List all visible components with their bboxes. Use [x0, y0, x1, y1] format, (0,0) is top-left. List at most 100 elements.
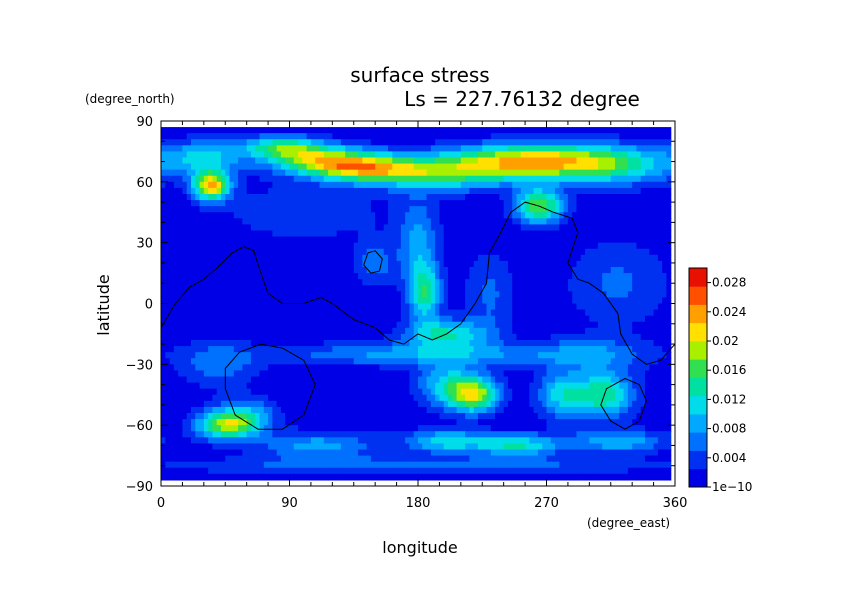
heatmap-cell [499, 340, 505, 347]
heatmap-cell [233, 200, 239, 207]
heatmap-cell [456, 315, 462, 323]
heatmap-cell [563, 315, 569, 323]
heatmap-cell [255, 333, 261, 341]
heatmap-cell [520, 352, 526, 359]
heatmap-cell [499, 218, 505, 226]
heatmap-cell [542, 346, 548, 353]
heatmap-cell [563, 139, 569, 146]
heatmap-cell [268, 303, 273, 311]
heatmap-cell [383, 303, 389, 311]
heatmap-cell [465, 151, 470, 159]
heatmap-cell [280, 327, 286, 335]
heatmap-cell [627, 145, 633, 153]
heatmap-cell [666, 291, 672, 299]
heatmap-cell [328, 273, 333, 280]
heatmap-cell [606, 352, 612, 359]
heatmap-cell [328, 315, 333, 323]
heatmap-cell [169, 230, 175, 238]
heatmap-cell [409, 315, 415, 323]
heatmap-cell [632, 291, 638, 299]
heatmap-cell [567, 352, 573, 359]
heatmap-cell [370, 230, 376, 238]
heatmap-cell [580, 285, 586, 292]
heatmap-cell [623, 187, 629, 195]
heatmap-cell [216, 279, 222, 286]
heatmap-cell [657, 364, 663, 372]
heatmap-cell [490, 133, 496, 140]
heatmap-cell [285, 260, 291, 268]
heatmap-cell [366, 200, 372, 207]
heatmap-cell [662, 254, 668, 262]
heatmap-cell [606, 267, 612, 274]
heatmap-cell [537, 376, 543, 384]
heatmap-cell [567, 370, 573, 378]
heatmap-cell [405, 376, 411, 384]
heatmap-cell [426, 291, 432, 299]
y-axis-title: latitude [94, 274, 113, 335]
heatmap-cell [268, 358, 273, 365]
heatmap-cell [477, 370, 483, 378]
heatmap-cell [418, 327, 423, 335]
heatmap-cell [473, 163, 479, 171]
heatmap-cell [285, 230, 291, 238]
heatmap-cell [340, 169, 346, 177]
heatmap-cell [559, 352, 565, 359]
heatmap-cell [173, 297, 179, 305]
heatmap-cell [409, 145, 415, 153]
heatmap-cell [212, 346, 218, 353]
heatmap-cell [405, 187, 411, 195]
heatmap-cell [212, 248, 218, 256]
heatmap-cell [400, 230, 406, 238]
heatmap-cell [512, 327, 518, 335]
heatmap-cell [537, 297, 543, 305]
heatmap-cell [426, 212, 432, 219]
heatmap-cell [640, 285, 646, 292]
heatmap-cell [285, 285, 291, 292]
heatmap-cell [585, 358, 590, 365]
heatmap-cell [345, 303, 351, 311]
heatmap-cell [567, 291, 573, 299]
heatmap-cell [216, 333, 222, 341]
heatmap-cell [165, 273, 171, 280]
heatmap-cell [289, 364, 295, 372]
heatmap-cell [640, 212, 646, 219]
heatmap-cell [460, 151, 466, 159]
heatmap-cell [426, 206, 432, 213]
heatmap-cell [370, 376, 376, 384]
heatmap-cell [623, 151, 629, 159]
heatmap-cell [263, 273, 269, 280]
heatmap-cell [507, 364, 513, 372]
heatmap-cell [645, 169, 650, 177]
heatmap-cell [323, 254, 329, 262]
heatmap-cell [272, 309, 278, 317]
heatmap-cell [238, 212, 243, 219]
heatmap-cell [589, 309, 595, 317]
heatmap-cell [186, 321, 192, 329]
heatmap-cell [615, 260, 620, 268]
heatmap-cell [546, 139, 552, 146]
heatmap-cell [400, 260, 406, 268]
heatmap-cell [242, 169, 248, 177]
heatmap-cell [238, 327, 243, 335]
heatmap-cell [362, 181, 368, 189]
heatmap-cell [242, 376, 248, 384]
heatmap-cell [173, 370, 179, 378]
heatmap-cell [597, 224, 603, 232]
heatmap-cell [533, 175, 539, 183]
heatmap-cell [225, 364, 231, 372]
heatmap-cell [396, 230, 402, 238]
heatmap-cell [238, 163, 243, 171]
heatmap-cell [580, 291, 586, 299]
heatmap-cell [409, 157, 415, 165]
heatmap-cell [259, 333, 265, 341]
heatmap-cell [452, 200, 458, 207]
heatmap-cell [525, 194, 530, 201]
heatmap-cell [392, 333, 398, 341]
heatmap-cell [242, 175, 248, 183]
heatmap-cell [233, 242, 239, 250]
heatmap-cell [632, 139, 638, 146]
heatmap-cell [490, 145, 496, 153]
heatmap-cell [212, 145, 218, 153]
heatmap-cell [208, 242, 213, 250]
heatmap-cell [272, 127, 278, 134]
